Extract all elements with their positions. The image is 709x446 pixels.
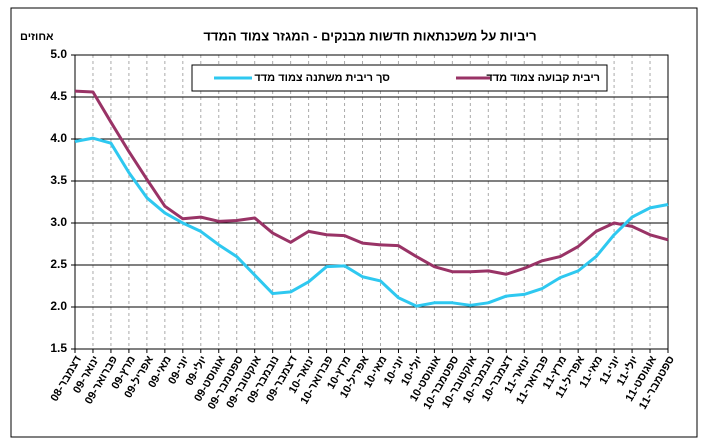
legend-box xyxy=(191,64,608,92)
y-tick-label: 2.0 xyxy=(50,299,67,313)
y-axis-label: אחוזים xyxy=(20,31,54,43)
y-tick-label: 2.5 xyxy=(50,257,67,271)
chart-title: ריביות על משכנתאות חדשות מבנקים - המגזר … xyxy=(203,28,536,43)
series-line xyxy=(74,136,669,308)
y-tick-label: 1.5 xyxy=(50,341,67,355)
y-tick-label: 3.5 xyxy=(50,173,67,187)
legend-label: סך ריבית משתנה צמוד מדד xyxy=(254,72,390,84)
y-tick-label: 5.0 xyxy=(50,47,67,61)
series-line xyxy=(74,89,669,276)
y-tick-label: 4.5 xyxy=(50,89,67,103)
y-tick-label: 4.0 xyxy=(50,131,67,145)
y-tick-label: 3.0 xyxy=(50,215,67,229)
plot-border xyxy=(74,54,669,350)
plot-area xyxy=(75,55,668,349)
legend-label: ריבית קבועה צמוד מדד xyxy=(486,72,600,84)
